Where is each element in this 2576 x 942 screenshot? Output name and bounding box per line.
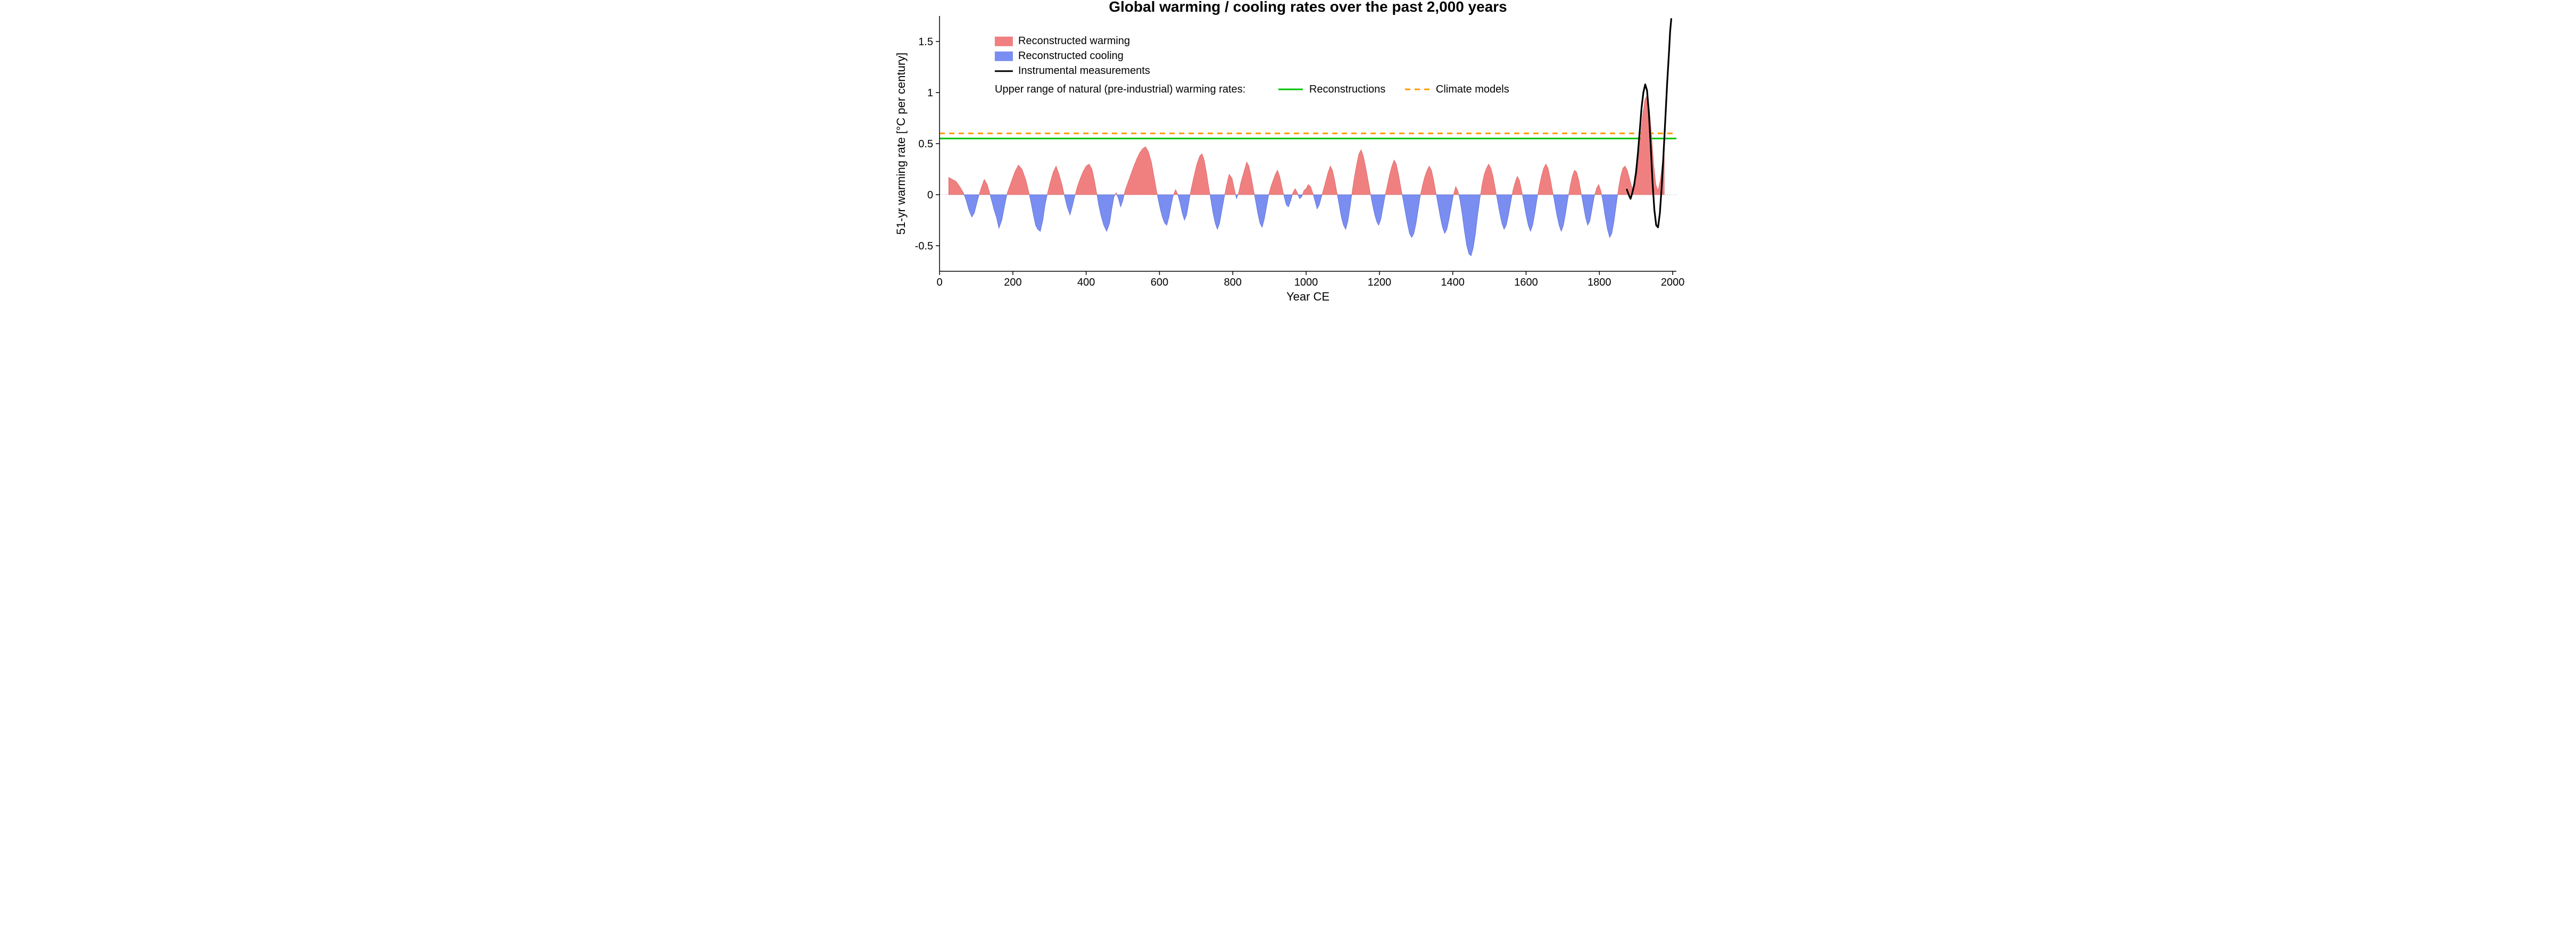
x-axis-label: Year CE (1286, 290, 1329, 303)
xtick-label: 0 (936, 277, 942, 288)
legend2-label: Climate models (1436, 84, 1509, 95)
legend-swatch (995, 52, 1013, 61)
xtick-label: 1800 (1588, 277, 1611, 288)
ytick-label: -0.5 (915, 240, 933, 252)
xtick-label: 2000 (1661, 277, 1685, 288)
ytick-label: 0 (927, 189, 933, 201)
xtick-label: 600 (1151, 277, 1168, 288)
xtick-label: 1200 (1368, 277, 1392, 288)
xtick-label: 800 (1224, 277, 1242, 288)
xtick-label: 400 (1077, 277, 1095, 288)
ytick-label: 1 (927, 87, 933, 99)
legend-label: Instrumental measurements (1018, 65, 1150, 77)
xtick-label: 1000 (1294, 277, 1318, 288)
y-axis-label: 51-yr warming rate [°C per century] (894, 53, 908, 235)
legend2-intro: Upper range of natural (pre-industrial) … (995, 84, 1245, 95)
xtick-label: 1400 (1441, 277, 1465, 288)
xtick-label: 1600 (1514, 277, 1538, 288)
legend-label: Reconstructed warming (1018, 35, 1130, 47)
ytick-label: 0.5 (918, 138, 933, 150)
chart-container: 0 200 400 600 800 1000 1200 1400 1600 1800 2000 -0.… (889, 0, 1687, 309)
legend-label: Reconstructed cooling (1018, 50, 1124, 62)
legend-swatch (995, 37, 1013, 46)
xtick-label: 200 (1004, 277, 1021, 288)
ytick-label: 1.5 (918, 36, 933, 48)
chart-title: Global warming / cooling rates over the … (1109, 0, 1507, 15)
legend2-label: Reconstructions (1309, 84, 1385, 95)
chart-svg: 0 200 400 600 800 1000 1200 1400 1600 1800 2000 -0.… (889, 0, 1687, 309)
